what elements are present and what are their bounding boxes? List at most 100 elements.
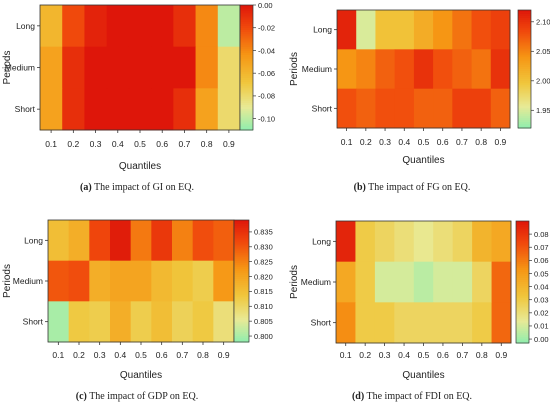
- colorbar-strip: [516, 330, 529, 334]
- colorbar-tick-label: 0.810: [254, 302, 273, 311]
- x-tick-label: 0.1: [340, 350, 352, 360]
- colorbar-strip: [234, 262, 249, 266]
- heatmap-cell: [128, 5, 152, 48]
- colorbar-strip: [516, 275, 529, 279]
- colorbar-strip: [518, 65, 531, 68]
- colorbar-strip: [518, 106, 531, 109]
- heatmap-panel-a: Long Medium Short 0.1 0.2 0.3 0.4 0.5 0.6 0.7 0.8 0…: [2, 1, 275, 193]
- x-tick-label: 0.2: [67, 139, 79, 149]
- colorbar-strip: [240, 69, 253, 73]
- colorbar-strip: [518, 53, 531, 56]
- colorbar-strip: [518, 13, 531, 17]
- heatmap-cell: [413, 49, 434, 90]
- heatmap-cell: [40, 88, 63, 131]
- colorbar-strip: [234, 323, 249, 327]
- colorbar-strip: [516, 221, 529, 224]
- colorbar-strip: [518, 108, 531, 111]
- colorbar-strip: [518, 88, 531, 92]
- x-tick-label: 0.9: [494, 137, 506, 147]
- heatmap-cell: [355, 221, 376, 263]
- panel-caption: (b) The impact of FG on EQ.: [354, 182, 471, 193]
- heatmap-cell: [356, 10, 376, 50]
- colorbar-tick-label: 0.815: [254, 287, 273, 296]
- heatmap-cell: [433, 221, 454, 263]
- heatmap-cell: [128, 46, 152, 89]
- colorbar-strip: [234, 278, 249, 282]
- colorbar-strip: [234, 270, 249, 274]
- x-tick-label: 0.8: [475, 137, 487, 147]
- x-tick-label: 0.4: [398, 350, 410, 360]
- heatmap-cell: [172, 260, 194, 302]
- colorbar-strip: [516, 245, 529, 249]
- heatmap-cell: [433, 261, 454, 303]
- colorbar-strip: [240, 102, 253, 106]
- heatmap-panel-d: Long Medium Short 0.1 0.2 0.3 0.4 0.5 0.6 0.7 0.8 0…: [289, 220, 549, 402]
- colorbar-strip: [240, 125, 253, 129]
- heatmap-cell: [217, 5, 241, 48]
- colorbar-strip: [234, 266, 249, 270]
- colorbar-strip: [516, 338, 529, 342]
- colorbar-strip: [516, 286, 529, 289]
- heatmap-cell: [173, 5, 197, 48]
- colorbar-strip: [234, 337, 249, 341]
- heatmap-cell: [375, 10, 396, 50]
- colorbar-strip: [240, 57, 253, 60]
- colorbar-strip: [234, 276, 249, 280]
- heatmap-cell: [394, 302, 415, 344]
- colorbar-strip: [240, 13, 253, 17]
- colorbar-strip: [234, 268, 249, 272]
- heatmap-cell: [48, 260, 70, 302]
- x-tick-label: 0.3: [90, 139, 102, 149]
- colorbar-strip: [518, 114, 531, 117]
- colorbar-tick-label: 0.800: [254, 332, 273, 341]
- colorbar-strip: [240, 40, 253, 44]
- colorbar-strip: [518, 55, 531, 58]
- colorbar-strip: [240, 42, 253, 46]
- colorbar-strip: [234, 315, 249, 319]
- colorbar-strip: [516, 277, 529, 281]
- heatmap-cell: [68, 260, 90, 302]
- y-axis-label: Periods: [289, 52, 300, 86]
- colorbar-strip: [240, 48, 253, 52]
- colorbar-strip: [240, 96, 253, 100]
- colorbar-strip: [240, 11, 253, 14]
- colorbar-strip: [234, 329, 249, 333]
- x-tick-label: 0.5: [134, 139, 146, 149]
- heatmap-cell: [471, 88, 492, 129]
- heatmap-cell: [89, 260, 111, 302]
- colorbar-strip: [240, 61, 253, 64]
- colorbar-strip: [240, 30, 253, 33]
- colorbar-strip: [516, 318, 529, 322]
- colorbar-strip: [518, 15, 531, 19]
- heatmap-cell: [172, 220, 194, 262]
- heatmap-cell: [192, 220, 214, 262]
- x-tick-label: 0.1: [45, 139, 57, 149]
- heatmap-cell: [336, 302, 356, 344]
- colorbar-strip: [518, 98, 531, 102]
- colorbar-strip: [234, 293, 249, 296]
- colorbar-strip: [518, 122, 531, 125]
- heatmap-cell: [106, 46, 130, 89]
- colorbar-strip: [516, 231, 529, 234]
- y-tick-label: Short: [23, 317, 44, 327]
- heatmap-cell: [374, 221, 395, 263]
- colorbar-strip: [516, 336, 529, 340]
- panel-caption: (c) The impact of GDP on EQ.: [76, 391, 199, 402]
- colorbar-strip: [518, 63, 531, 66]
- x-axis-label: Quantiles: [119, 161, 161, 172]
- colorbar-strip: [518, 31, 531, 35]
- heatmap-cell: [110, 220, 132, 262]
- colorbar-strip: [240, 100, 253, 104]
- colorbar-strip: [518, 80, 531, 84]
- heatmap-cell: [110, 260, 132, 302]
- heatmap-cell: [490, 10, 511, 50]
- colorbar-strip: [240, 55, 253, 58]
- colorbar-strip: [518, 82, 531, 86]
- colorbar-strip: [240, 111, 253, 114]
- colorbar-strip: [516, 241, 529, 244]
- heatmap-cell: [375, 88, 396, 129]
- heatmap-cell: [452, 10, 473, 50]
- heatmap-cell: [491, 221, 512, 263]
- colorbar-strip: [240, 84, 253, 87]
- colorbar-tick-label: -0.10: [258, 114, 275, 123]
